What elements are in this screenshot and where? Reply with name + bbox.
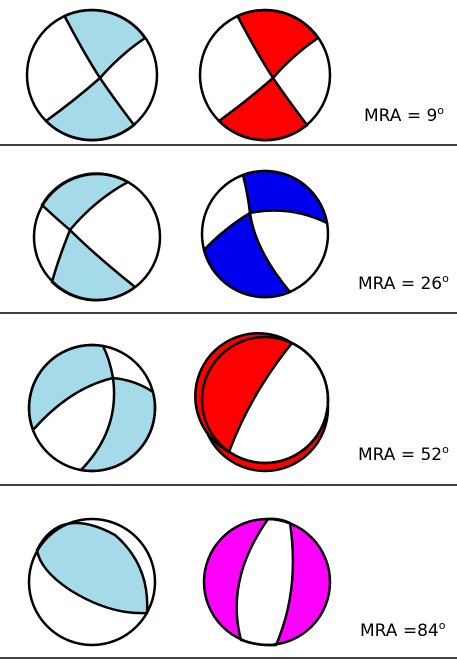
degree-mark: o (437, 104, 444, 117)
mra-label: MRA = 9o (364, 104, 444, 126)
mra-value: MRA = 26 (358, 274, 442, 294)
beachball (27, 343, 157, 473)
beachball (32, 172, 162, 302)
mra-value: MRA = 52 (358, 445, 442, 465)
beachball (202, 517, 332, 647)
mra-label: MRA = 52o (358, 443, 449, 465)
beachball (25, 8, 159, 142)
degree-mark: o (442, 272, 449, 285)
mra-label: MRA = 26o (358, 272, 449, 294)
degree-mark: o (439, 619, 446, 632)
mra-value: MRA = 9 (364, 106, 437, 126)
beachball (194, 332, 330, 473)
mra-label: MRA =84o (360, 619, 446, 641)
beachball (200, 169, 330, 299)
beachball (198, 8, 332, 142)
degree-mark: o (442, 443, 449, 456)
mra-value: MRA =84 (360, 621, 439, 641)
beachball (27, 517, 157, 647)
